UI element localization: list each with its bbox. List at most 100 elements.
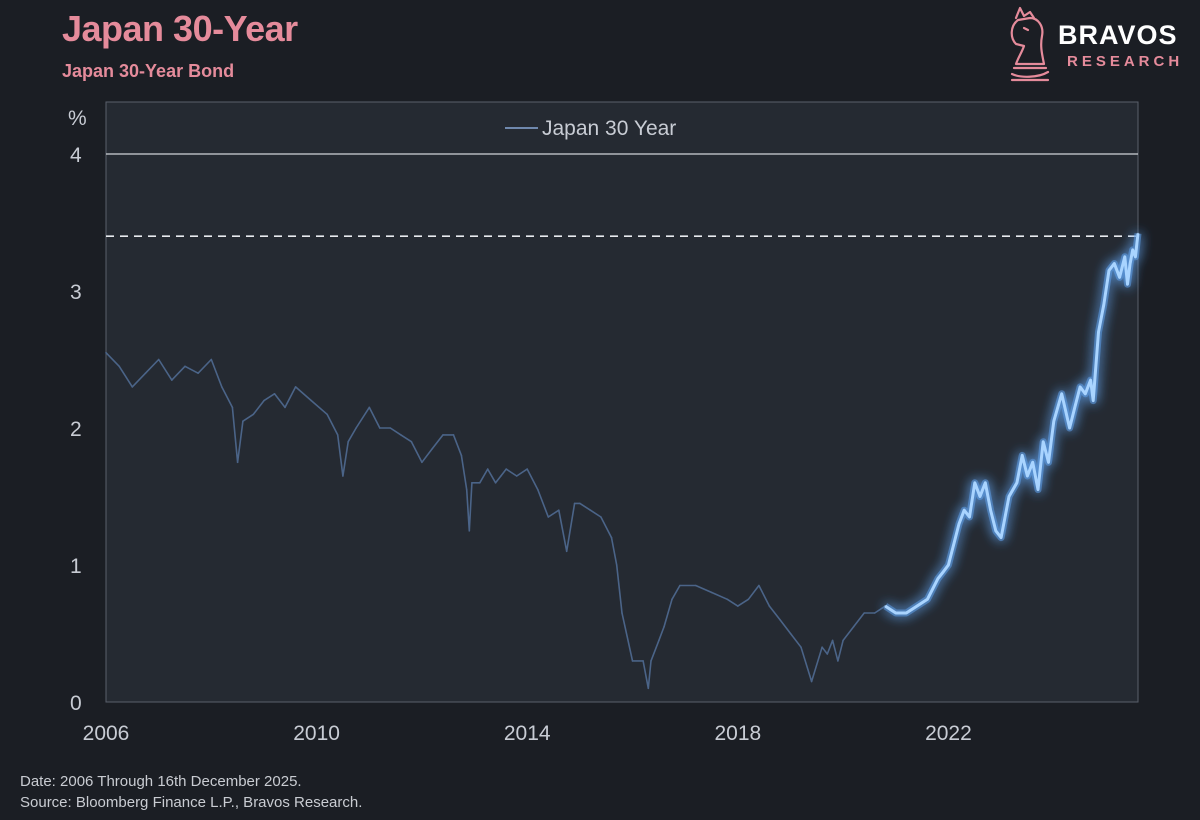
data-point xyxy=(342,475,344,477)
data-point xyxy=(400,434,402,436)
data-point xyxy=(989,509,992,512)
data-point xyxy=(926,598,929,601)
data-point xyxy=(974,482,976,484)
data-point xyxy=(863,612,865,614)
source-note: Source: Bloomberg Finance L.P., Bravos R… xyxy=(20,794,363,811)
x-axis-ticks: 2006 2010 2014 2018 2022 xyxy=(83,722,972,745)
data-point xyxy=(431,447,434,450)
data-point xyxy=(631,660,634,662)
data-point xyxy=(347,440,350,443)
data-point xyxy=(221,386,223,388)
y-tick-label: 3 xyxy=(70,281,82,304)
data-point xyxy=(460,454,463,457)
data-point xyxy=(852,625,855,628)
data-point xyxy=(895,612,897,614)
data-point xyxy=(610,536,613,539)
data-point xyxy=(1079,386,1081,388)
data-point xyxy=(1118,276,1121,279)
date-note: Date: 2006 Through 16th December 2025. xyxy=(20,773,302,790)
data-point xyxy=(368,406,371,409)
data-point xyxy=(1131,249,1134,251)
data-point xyxy=(452,434,455,436)
data-point xyxy=(1021,454,1023,457)
data-point xyxy=(679,584,681,587)
data-point xyxy=(565,550,568,553)
data-point xyxy=(1089,379,1092,381)
data-point xyxy=(294,386,297,388)
data-point xyxy=(589,509,592,512)
brand-logo: BRAVOS RESEARCH xyxy=(1004,6,1194,86)
data-point xyxy=(1053,420,1055,423)
data-point xyxy=(647,687,650,690)
data-point xyxy=(984,482,987,484)
data-point xyxy=(410,440,413,443)
data-point xyxy=(1060,393,1063,395)
data-point xyxy=(558,509,560,512)
data-point xyxy=(468,530,471,532)
data-point xyxy=(231,406,234,409)
y-tick-label: 1 xyxy=(70,555,82,578)
data-point xyxy=(768,605,771,607)
data-point xyxy=(663,625,665,628)
data-point xyxy=(1126,283,1129,286)
series-group xyxy=(105,232,1142,690)
data-point xyxy=(242,420,244,423)
legend: Japan 30 Year xyxy=(505,117,676,140)
data-point xyxy=(1037,488,1039,491)
data-point xyxy=(958,523,960,525)
data-point xyxy=(494,482,497,484)
data-point xyxy=(1124,255,1126,258)
data-point xyxy=(905,612,908,614)
data-point xyxy=(131,386,134,388)
data-point xyxy=(1047,461,1050,464)
data-point xyxy=(747,598,750,601)
data-point xyxy=(1108,269,1110,272)
data-point xyxy=(1134,255,1137,258)
data-point xyxy=(157,358,160,361)
data-point xyxy=(831,639,834,642)
knight-chess-piece-icon xyxy=(1010,6,1050,82)
footer-notes: Date: 2006 Through 16th December 2025. S… xyxy=(20,771,362,813)
legend-label: Japan 30 Year xyxy=(542,117,676,140)
x-tick-label: 2006 xyxy=(83,722,130,745)
data-point xyxy=(1000,536,1002,539)
data-point xyxy=(952,543,955,546)
data-point xyxy=(1092,399,1094,402)
data-point xyxy=(615,564,618,566)
data-point xyxy=(758,584,760,587)
data-point xyxy=(671,598,673,601)
data-point xyxy=(979,495,981,498)
data-point xyxy=(537,488,539,491)
data-point xyxy=(842,639,844,642)
data-point xyxy=(1137,232,1139,235)
data-point xyxy=(837,660,839,662)
data-point xyxy=(1097,331,1100,333)
data-point xyxy=(1129,262,1131,265)
data-point xyxy=(789,632,792,635)
data-point xyxy=(737,605,739,607)
data-point xyxy=(947,564,950,566)
data-point xyxy=(515,475,518,477)
y-tick-label: 0 xyxy=(70,692,82,715)
y-tick-label: 4 xyxy=(70,144,82,167)
data-point xyxy=(144,372,147,375)
data-point xyxy=(479,482,481,484)
data-point xyxy=(471,482,473,484)
page-subtitle: Japan 30-Year Bond xyxy=(62,61,235,81)
data-point xyxy=(1026,475,1029,477)
data-point xyxy=(963,509,965,512)
data-point xyxy=(284,406,286,409)
data-point xyxy=(118,365,120,368)
data-point xyxy=(336,434,339,436)
data-point xyxy=(573,502,576,505)
data-point xyxy=(1103,303,1105,306)
data-point xyxy=(995,530,997,532)
page-title: Japan 30-Year xyxy=(62,8,298,49)
data-point xyxy=(210,358,213,361)
data-point xyxy=(105,351,107,354)
data-point xyxy=(826,653,829,655)
y-tick-label: 2 xyxy=(70,418,82,441)
data-point xyxy=(1068,427,1071,429)
data-point xyxy=(873,612,876,614)
